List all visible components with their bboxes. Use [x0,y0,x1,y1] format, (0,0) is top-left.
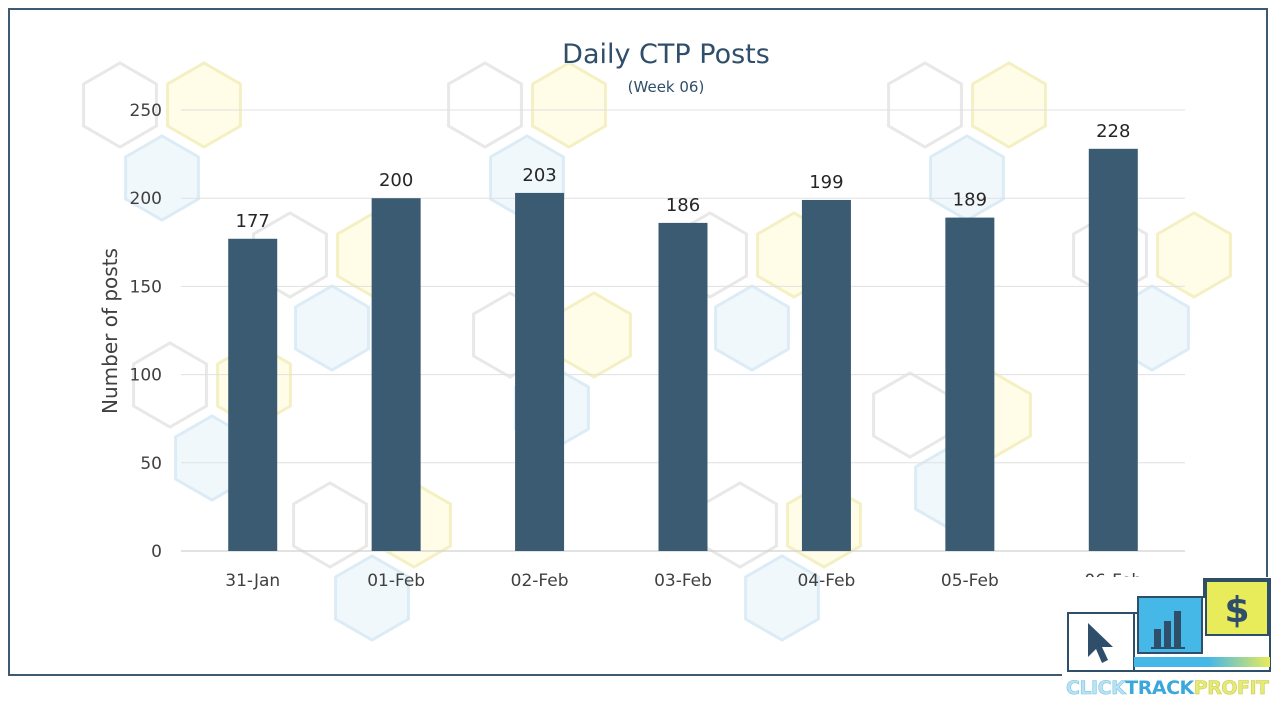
bar [515,192,565,551]
y-tick-label: 200 [130,189,162,209]
bar [228,238,278,551]
svg-text:$: $ [1224,590,1249,631]
y-tick-label: 50 [140,454,162,474]
y-axis-label: Number of posts [98,248,122,414]
data-label: 199 [809,172,843,193]
y-tick-label: 0 [151,542,162,562]
dollar-icon: $ [1205,580,1269,636]
bar [945,217,995,551]
logo-icons: $ [1067,578,1271,672]
logo-word-click: CLICK [1066,677,1126,700]
data-label: 189 [953,190,987,211]
x-tick-label: 01-Feb [367,571,425,591]
data-label: 186 [666,195,700,216]
bar [1088,148,1138,552]
bar [658,222,708,551]
data-label: 228 [1096,121,1130,142]
bar [371,198,421,551]
bar [801,199,851,552]
bar-chart-icon [1137,596,1203,654]
data-label: 200 [379,170,413,191]
x-tick-label: 31-Jan [225,571,280,591]
data-labels: 177 200 203 186 199 189 228 [236,121,1131,232]
logo-wordmark: CLICKTRACKPROFIT [1066,677,1276,700]
data-label: 177 [236,211,270,232]
chart-title: Daily CTP Posts [562,39,770,70]
bars [228,148,1138,552]
y-tick-label: 250 [130,101,162,121]
logo-word-profit: PROFIT [1193,677,1269,700]
y-axis-ticks: 0 50 100 150 200 250 [130,101,162,562]
y-tick-label: 150 [130,277,162,297]
logo-word-track: TRACK [1125,677,1194,699]
x-tick-label: 05-Feb [941,571,999,591]
clicktrackprofit-logo: $ CLICKTRACKPROFIT [1062,577,1274,703]
chart-subtitle: (Week 06) [628,78,705,96]
x-tick-label: 04-Feb [797,571,855,591]
x-tick-label: 03-Feb [654,571,712,591]
y-tick-label: 100 [130,366,162,386]
data-label: 203 [522,165,556,186]
cursor-icon [1067,612,1135,672]
x-tick-label: 02-Feb [511,571,569,591]
